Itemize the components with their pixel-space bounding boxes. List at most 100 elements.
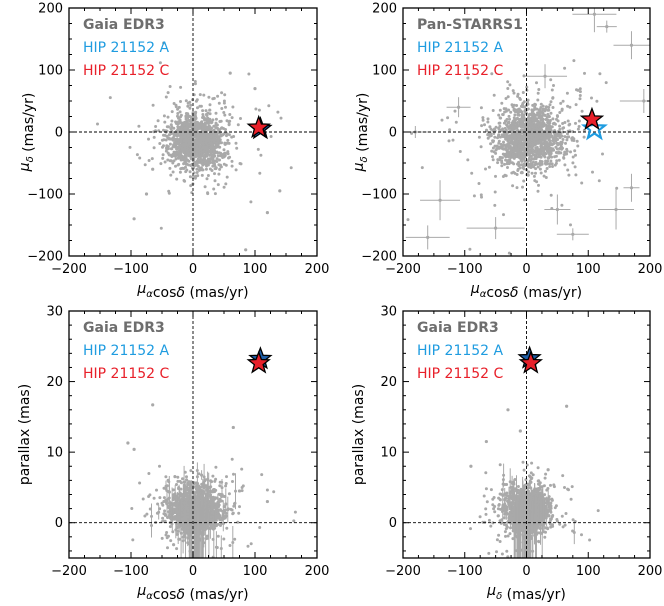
- data-point: [482, 494, 486, 498]
- data-point: [212, 506, 215, 510]
- data-point: [195, 162, 199, 166]
- data-point: [226, 150, 230, 154]
- data-point: [573, 165, 577, 169]
- data-point: [219, 126, 223, 130]
- data-point: [458, 150, 462, 153]
- data-point: [212, 153, 216, 157]
- data-point: [183, 493, 187, 497]
- data-point: [537, 183, 540, 187]
- data-point: [548, 124, 552, 128]
- data-point: [189, 103, 193, 107]
- data-point: [179, 167, 183, 171]
- data-point: [224, 516, 227, 519]
- data-point: [240, 486, 244, 489]
- data-point: [186, 134, 190, 137]
- data-point: [544, 105, 548, 109]
- data-point: [216, 94, 220, 98]
- data-point: [169, 147, 173, 151]
- data-point: [512, 126, 515, 130]
- data-point: [490, 72, 494, 76]
- data-point: [158, 142, 162, 145]
- data-point: [227, 123, 231, 127]
- data-point: [184, 162, 188, 165]
- data-point: [539, 136, 543, 140]
- data-point: [181, 142, 185, 146]
- data-point: [534, 160, 538, 164]
- data-point: [538, 139, 542, 143]
- data-point: [185, 486, 189, 490]
- data-point: [480, 195, 483, 199]
- data-point: [182, 517, 186, 521]
- data-point: [556, 151, 560, 155]
- data-point: [494, 174, 497, 178]
- outlier-point: [151, 403, 155, 407]
- legend-entry-hip21152a: HIP 21152 A: [83, 343, 170, 359]
- data-point: [150, 157, 154, 161]
- data-point: [486, 120, 490, 124]
- data-point: [505, 162, 509, 166]
- data-point: [191, 111, 195, 114]
- data-point: [159, 162, 163, 166]
- data-point: [582, 135, 586, 139]
- data-point: [577, 119, 581, 123]
- data-point: [531, 160, 535, 164]
- data-point: [507, 114, 511, 118]
- data-point: [543, 151, 547, 155]
- data-point: [453, 109, 457, 113]
- star-marker-hip21152c: [246, 114, 271, 139]
- data-point: [176, 141, 179, 145]
- data-point: [541, 147, 544, 151]
- data-point: [577, 125, 581, 128]
- data-point: [258, 171, 262, 175]
- data-point: [205, 136, 209, 140]
- data-point: [484, 167, 487, 171]
- data-point: [515, 173, 519, 176]
- data-point: [231, 105, 235, 109]
- data-point: [597, 179, 601, 183]
- data-point: [494, 148, 498, 152]
- data-point: [535, 145, 539, 149]
- data-point: [185, 475, 188, 479]
- data-point: [130, 507, 134, 510]
- data-point: [197, 150, 201, 153]
- data-point: [175, 177, 179, 181]
- data-point: [190, 119, 194, 123]
- data-point: [604, 81, 608, 85]
- data-point: [232, 472, 235, 476]
- data-point: [508, 117, 511, 121]
- data-point: [504, 128, 508, 132]
- data-point: [489, 132, 493, 136]
- data-point: [517, 132, 521, 135]
- data-point: [548, 165, 552, 168]
- data-point: [161, 516, 165, 520]
- data-point: [168, 85, 172, 88]
- y-tick-label: 10: [46, 446, 63, 461]
- data-point: [578, 87, 582, 91]
- data-point: [486, 132, 490, 136]
- data-point: [217, 505, 220, 509]
- data-point: [181, 135, 185, 139]
- data-point: [215, 496, 219, 500]
- data-point: [193, 112, 197, 116]
- data-point: [180, 125, 183, 128]
- data-point: [131, 538, 135, 542]
- data-point: [177, 121, 181, 125]
- data-point: [535, 125, 538, 129]
- data-point: [569, 150, 572, 154]
- data-point: [209, 526, 213, 530]
- data-point: [218, 508, 222, 512]
- data-point: [508, 83, 512, 87]
- data-point: [496, 161, 500, 165]
- data-point: [168, 525, 172, 529]
- data-point: [509, 141, 513, 145]
- data-point: [160, 536, 164, 540]
- y-axis-label: μδ (mas/yr): [351, 93, 371, 173]
- data-point: [186, 536, 190, 540]
- data-point: [189, 487, 193, 491]
- data-point: [539, 102, 543, 106]
- data-point: [213, 179, 217, 183]
- data-point: [214, 488, 218, 492]
- data-point: [469, 527, 472, 531]
- data-point: [491, 158, 495, 162]
- legend-title: Gaia EDR3: [83, 320, 165, 336]
